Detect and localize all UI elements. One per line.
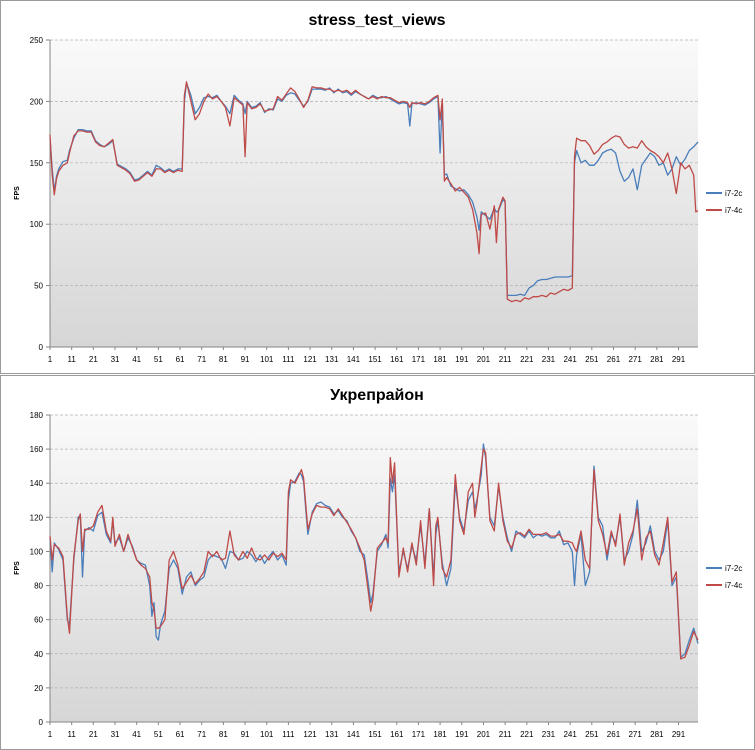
x-tick-label: 101 [260, 355, 274, 364]
y-tick-label: 100 [30, 220, 44, 229]
legend-label-i7-2c: i7-2c [725, 189, 742, 198]
y-tick-label: 80 [34, 582, 43, 591]
y-tick-label: 140 [30, 479, 44, 488]
x-tick-label: 221 [520, 355, 534, 364]
y-tick-label: 200 [30, 97, 44, 106]
series-line-i7-4c [49, 448, 699, 660]
y-tick-label: 0 [39, 718, 44, 727]
x-tick-label: 161 [390, 355, 404, 364]
chart-panel-stress-test-views: stress_test_views FPS 0 50 100 150 200 250 1 11… [0, 0, 755, 374]
y-tick-label: 150 [30, 159, 44, 168]
x-tick-label: 51 [154, 355, 163, 364]
x-tick-label: 231 [542, 730, 556, 739]
x-tick-label: 181 [433, 730, 447, 739]
y-axis-label: FPS [14, 186, 21, 200]
plot-area [50, 415, 698, 722]
x-tick-label: 151 [368, 355, 382, 364]
x-tick-label: 81 [219, 355, 228, 364]
x-tick-label: 201 [477, 355, 491, 364]
x-tick-label: 241 [563, 730, 577, 739]
x-tick-label: 91 [241, 355, 250, 364]
chart-title: Укрепрайон [330, 387, 424, 404]
x-tick-label: 91 [241, 730, 250, 739]
legend: i7-2c i7-4c [706, 564, 742, 590]
x-tick-label: 1 [48, 355, 53, 364]
x-tick-label: 41 [132, 730, 141, 739]
x-tick-label: 71 [197, 355, 206, 364]
x-tick-label: 211 [499, 730, 512, 739]
x-tick-label: 31 [111, 355, 120, 364]
y-tick-label: 120 [30, 513, 44, 522]
legend-label-i7-4c: i7-4c [725, 206, 742, 215]
x-tick-label: 231 [542, 355, 556, 364]
x-tick-label: 111 [282, 355, 295, 364]
x-tick-label: 21 [89, 730, 98, 739]
x-tick-label: 121 [303, 730, 317, 739]
x-tick-label: 251 [585, 355, 599, 364]
x-tick-label: 171 [412, 730, 426, 739]
x-tick-label: 11 [68, 355, 77, 364]
x-tick-label: 61 [176, 730, 185, 739]
x-tick-label: 61 [176, 355, 185, 364]
legend-label-i7-2c: i7-2c [725, 564, 742, 573]
x-tick-label: 81 [219, 730, 228, 739]
x-tick-label: 121 [303, 355, 317, 364]
chart-ukreprayon: Укрепрайон FPS 0 20 40 60 80 100 120 140 160 180 1… [14, 387, 742, 739]
y-tick-label: 40 [34, 650, 43, 659]
y-tick-label: 100 [30, 547, 44, 556]
legend-label-i7-4c: i7-4c [725, 581, 742, 590]
y-tick-label: 180 [30, 411, 44, 420]
x-tick-label: 191 [455, 730, 469, 739]
x-tick-label: 291 [672, 730, 686, 739]
x-tick-label: 191 [455, 355, 469, 364]
x-tick-label: 131 [325, 730, 339, 739]
x-tick-label: 21 [89, 355, 98, 364]
y-tick-label: 160 [30, 445, 44, 454]
x-tick-label: 281 [650, 730, 664, 739]
x-tick-label: 261 [607, 730, 621, 739]
x-tick-label: 271 [628, 355, 642, 364]
x-tick-label: 111 [282, 730, 295, 739]
x-tick-label: 261 [607, 355, 621, 364]
y-tick-label: 20 [34, 684, 43, 693]
x-tick-label: 251 [585, 730, 599, 739]
x-tick-label: 271 [628, 730, 642, 739]
series-line-i7-4c [49, 81, 699, 303]
x-tick-label: 161 [390, 730, 404, 739]
x-tick-label: 181 [433, 355, 447, 364]
plot-area [50, 40, 698, 347]
y-tick-label: 50 [34, 282, 43, 291]
x-tick-label: 141 [347, 730, 361, 739]
x-tick-label: 1 [48, 730, 53, 739]
series-line-i7-2c [49, 443, 699, 658]
x-tick-label: 71 [197, 730, 206, 739]
x-tick-label: 141 [347, 355, 361, 364]
x-tick-label: 221 [520, 730, 534, 739]
x-tick-label: 101 [260, 730, 274, 739]
x-tick-label: 211 [499, 355, 512, 364]
x-tick-label: 281 [650, 355, 664, 364]
x-tick-label: 41 [132, 355, 141, 364]
x-tick-label: 31 [111, 730, 120, 739]
legend: i7-2c i7-4c [706, 189, 742, 215]
y-tick-label: 60 [34, 616, 43, 625]
x-tick-label: 291 [672, 355, 686, 364]
x-tick-label: 51 [154, 730, 163, 739]
x-tick-label: 151 [368, 730, 382, 739]
x-tick-label: 201 [477, 730, 491, 739]
y-axis-label: FPS [14, 561, 21, 575]
chart-panel-ukreprayon: Укрепрайон FPS 0 20 40 60 80 100 120 140 160 180 1… [0, 375, 755, 750]
x-tick-label: 241 [563, 355, 577, 364]
y-tick-label: 0 [39, 343, 44, 352]
chart-title: stress_test_views [309, 12, 446, 29]
x-tick-label: 131 [325, 355, 339, 364]
x-tick-label: 11 [68, 730, 77, 739]
x-tick-label: 171 [412, 355, 426, 364]
y-tick-label: 250 [30, 36, 44, 45]
